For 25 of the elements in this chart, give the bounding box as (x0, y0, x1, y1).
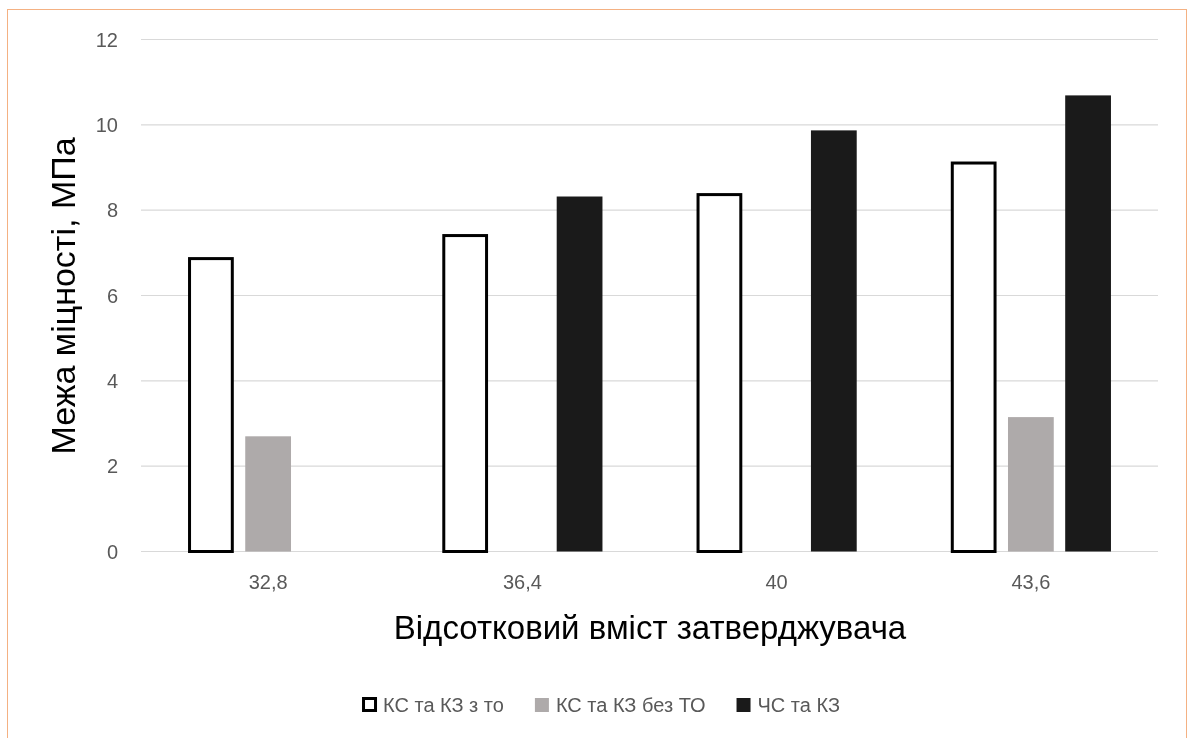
bar (1065, 95, 1111, 552)
y-tick-label: 2 (106, 455, 118, 478)
legend-label: КС та КЗ без ТО (555, 694, 706, 716)
x-tick-label: 32,8 (248, 571, 288, 593)
x-tick-label: 40 (765, 571, 788, 593)
y-tick-label: 4 (106, 369, 118, 392)
bar (245, 436, 292, 552)
y-tick-label: 0 (106, 540, 118, 563)
legend-label: КС та КЗ з то (383, 694, 504, 716)
x-axis-title: Відсотковий вміст затверджувача (393, 609, 907, 646)
bar (442, 234, 489, 553)
bar (188, 257, 234, 553)
bar (696, 193, 743, 553)
y-tick-label: 6 (106, 284, 118, 307)
y-tick-label: 10 (95, 113, 118, 136)
x-tick-label: 36,4 (502, 571, 542, 593)
x-tick-label: 43,6 (1011, 571, 1051, 593)
bar (556, 196, 603, 552)
y-axis-title: Межа міцності, МПа (44, 137, 82, 455)
bar (1007, 417, 1054, 552)
legend-label: ЧС та КЗ (757, 694, 840, 716)
y-tick-label: 8 (106, 199, 118, 222)
y-tick-label: 12 (95, 28, 118, 51)
bar (810, 130, 857, 552)
bar (950, 161, 997, 553)
